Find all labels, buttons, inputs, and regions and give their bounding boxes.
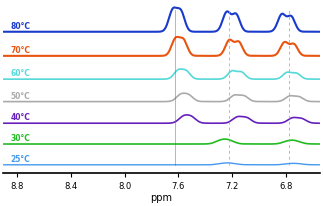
X-axis label: ppm: ppm [151,193,172,202]
Text: 70°C: 70°C [10,46,30,55]
Text: 60°C: 60°C [10,69,30,78]
Text: 80°C: 80°C [10,22,30,31]
Text: 50°C: 50°C [10,92,30,101]
Text: 30°C: 30°C [10,134,30,143]
Text: 40°C: 40°C [10,113,30,122]
Text: 25°C: 25°C [10,155,30,164]
